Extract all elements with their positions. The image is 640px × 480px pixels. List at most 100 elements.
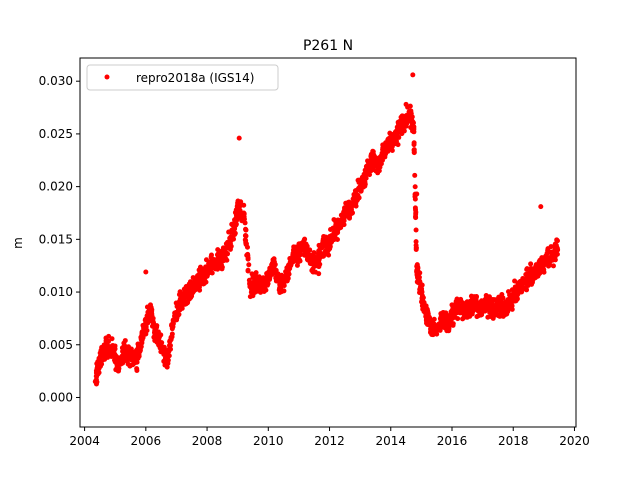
data-point [153,332,159,338]
data-point [245,255,251,261]
data-point [413,213,419,219]
data-point [411,149,417,155]
data-point [528,261,534,267]
legend-entry-label: repro2018a (IGS14) [136,71,254,85]
data-point [541,267,547,273]
data-point [253,270,259,276]
data-point [164,355,170,361]
data-point [514,296,520,302]
data-point [238,199,244,205]
data-point [215,247,221,253]
data-point [327,240,333,246]
data-point [316,242,322,248]
data-point [302,236,308,242]
data-point [496,294,502,300]
data-point [461,306,467,312]
x-tick-label: 2014 [375,434,406,448]
data-point [167,343,173,349]
data-point [266,272,272,278]
data-point [164,364,170,370]
data-point [524,287,530,293]
data-point [242,233,248,239]
data-point [94,379,100,385]
data-point [533,262,539,268]
data-point [396,134,402,140]
data-point [232,220,238,226]
x-tick-label: 2008 [192,434,223,448]
data-point [260,275,266,281]
outlier-point [414,191,420,197]
data-point [249,271,255,277]
data-point [272,261,278,267]
data-point [226,229,232,235]
data-point [334,236,340,242]
data-point [527,271,533,277]
data-point [98,350,104,356]
outlier-point [143,269,149,275]
data-point [232,230,238,236]
data-point [237,208,243,214]
data-point [110,348,116,354]
data-point [471,304,477,310]
data-point [411,126,417,132]
data-point [125,361,131,367]
data-point [209,264,215,270]
data-point [328,227,334,233]
outlier-point [236,135,242,141]
data-point [310,257,316,263]
data-point [413,209,419,215]
x-tick-label: 2012 [314,434,345,448]
x-tick-label: 2004 [69,434,100,448]
data-point [189,291,195,297]
data-point [241,213,247,219]
data-point [159,340,165,346]
data-point [555,247,561,253]
data-point [173,317,179,323]
data-point [501,306,507,312]
x-tick-label: 2018 [498,434,529,448]
data-point [109,343,115,349]
data-point [550,263,556,269]
data-point [179,305,185,311]
data-point [500,295,506,301]
data-point [99,358,105,364]
data-point [395,119,401,125]
data-point [288,263,294,269]
data-point [389,139,395,145]
y-tick-label: 0.030 [39,74,73,88]
data-point [389,148,395,154]
y-tick-label: 0.005 [39,338,73,352]
data-point [235,212,241,218]
data-point [417,286,423,292]
data-point [316,271,322,277]
data-point [167,337,173,343]
data-point [183,301,189,307]
data-point [367,172,373,178]
data-point [298,252,304,258]
plot-frame [79,57,577,428]
data-point [158,332,164,338]
data-point [149,315,155,321]
data-point [412,184,418,190]
data-point [346,214,352,220]
data-point [245,268,251,274]
data-point [490,315,496,321]
data-point [219,264,225,270]
data-point [285,269,291,275]
x-axis: 2004 2006 2008 2010 2012 2014 2016 2018 2020 [69,427,590,448]
data-point [446,326,452,332]
data-point [406,115,412,121]
data-point [371,158,377,164]
data-point [349,210,355,216]
data-point [362,179,368,185]
data-point [134,355,140,361]
outlier-point [538,204,544,210]
data-point [138,344,144,350]
data-point [524,267,530,273]
data-point [413,239,419,245]
data-point [529,278,535,284]
data-point [221,255,227,261]
data-point [490,303,496,309]
data-point [491,309,497,315]
